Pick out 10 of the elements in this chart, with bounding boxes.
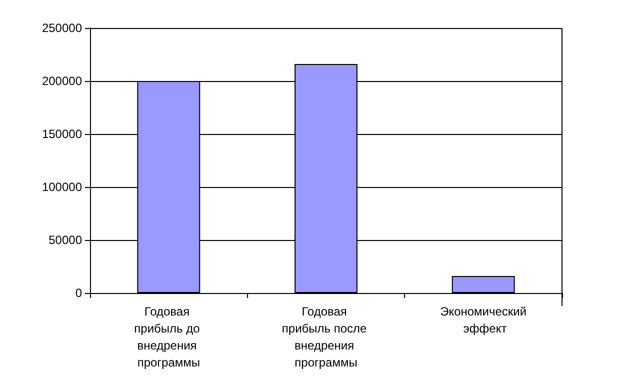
y-tick-label: 250000 bbox=[42, 21, 82, 35]
y-tick-label: 100000 bbox=[42, 180, 82, 194]
y-tick-label: 150000 bbox=[42, 127, 82, 141]
y-tick-label: 50000 bbox=[48, 233, 82, 247]
bar bbox=[452, 276, 515, 293]
x-tick-label: Годовая прибыль после внедрения программы bbox=[282, 304, 370, 370]
x-tick-label: Экономический эффект bbox=[440, 304, 527, 336]
x-tick-label: Годовая прибыль до внедрения программы bbox=[134, 304, 204, 370]
y-tick-label: 200000 bbox=[42, 74, 82, 88]
y-tick-label: 0 bbox=[75, 286, 82, 300]
